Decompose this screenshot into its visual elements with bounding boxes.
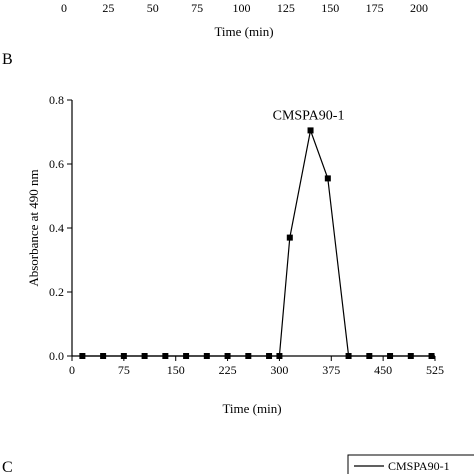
panel-a-xtick-label: 150 [321, 1, 339, 15]
peak-annotation: CMSPA90-1 [273, 108, 345, 123]
panel-a-xtick-label: 100 [233, 1, 251, 15]
data-point-marker [183, 353, 190, 359]
data-point-marker [286, 234, 293, 241]
data-point-marker [224, 353, 231, 359]
chart-axes: 0 75 150 225 300 375 450 525 0.0 0.2 0.4 0.6 0.8 [49, 93, 444, 377]
panel-letter-b: B [2, 51, 13, 68]
y-tick-label: 0.6 [49, 157, 64, 171]
x-tick-label: 0 [69, 363, 75, 377]
data-point-marker [141, 353, 148, 359]
x-tick-label: 375 [322, 363, 340, 377]
panel-a-xtick-label: 125 [277, 1, 295, 15]
panel-a-xtick-label: 25 [102, 1, 114, 15]
legend-frame [347, 454, 474, 474]
panel-a-fragment: 0 25 50 75 100 125 150 175 200 [61, 1, 428, 15]
x-tick-label: 150 [167, 363, 185, 377]
data-point-marker [266, 353, 273, 359]
chart-panel-b: 0 75 150 225 300 375 450 525 0.0 0.2 0.4 0.6 0.8 CMS… [26, 93, 444, 416]
y-tick-label: 0.4 [49, 221, 64, 235]
series-line [82, 128, 432, 357]
data-point-marker [387, 353, 394, 359]
y-tick-label: 0.2 [49, 285, 64, 299]
legend-box: CMSPA90-1 [347, 454, 474, 474]
data-point-marker [307, 127, 314, 134]
data-point-marker [203, 353, 210, 359]
data-point-marker [100, 353, 107, 359]
data-point-marker [345, 353, 352, 359]
panel-a-xtick-label: 0 [61, 1, 67, 15]
y-tick-label: 0.0 [49, 349, 64, 363]
data-point-marker [120, 353, 127, 359]
data-point-marker [428, 353, 435, 359]
y-tick-label: 0.8 [49, 93, 64, 107]
panel-a-xlabel: Time (min) [214, 24, 273, 39]
x-tick-label: 525 [426, 363, 444, 377]
data-point-marker [162, 353, 169, 359]
panel-a-xtick-label: 175 [366, 1, 384, 15]
y-axis-label: Absorbance at 490 nm [26, 169, 41, 286]
data-point-marker [407, 353, 414, 359]
data-point-marker [366, 353, 373, 359]
data-point-marker [324, 175, 331, 182]
data-point-marker [245, 353, 252, 359]
panel-a-xtick-label: 50 [147, 1, 159, 15]
data-point-marker [276, 353, 283, 359]
data-point-marker [79, 353, 86, 359]
x-tick-label: 225 [219, 363, 237, 377]
chart-series [79, 127, 435, 359]
x-tick-label: 450 [374, 363, 392, 377]
panel-letter-c: C [2, 459, 13, 474]
legend-label: CMSPA90-1 [388, 459, 450, 473]
x-tick-label: 75 [118, 363, 130, 377]
panel-a-xtick-label: 200 [410, 1, 428, 15]
x-tick-label: 300 [270, 363, 288, 377]
panel-a-xtick-label: 75 [191, 1, 203, 15]
x-axis-label: Time (min) [222, 401, 281, 416]
